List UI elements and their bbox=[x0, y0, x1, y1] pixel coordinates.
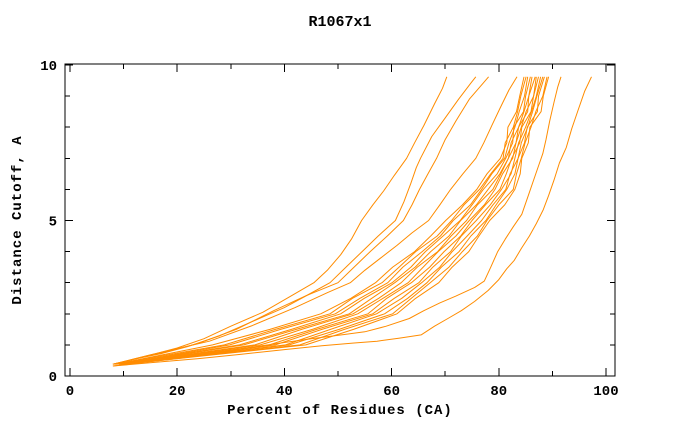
x-tick-label: 60 bbox=[383, 384, 400, 400]
data-curve bbox=[121, 76, 544, 365]
data-curve bbox=[119, 76, 529, 365]
data-curve bbox=[118, 76, 536, 365]
x-axis-label: Percent of Residues (CA) bbox=[227, 403, 453, 419]
data-curve bbox=[112, 76, 518, 365]
x-tick-label: 0 bbox=[66, 384, 74, 400]
y-tick-label: 10 bbox=[40, 59, 57, 75]
x-tick-label: 40 bbox=[276, 384, 293, 400]
data-curve bbox=[125, 76, 550, 365]
data-curve bbox=[115, 76, 525, 365]
data-curve bbox=[121, 76, 548, 365]
data-curve bbox=[112, 76, 448, 365]
data-curve bbox=[122, 76, 542, 365]
chart-title: R1067x1 bbox=[308, 14, 372, 31]
y-tick-label: 0 bbox=[49, 370, 57, 386]
data-curve bbox=[112, 76, 489, 365]
y-tick-label: 5 bbox=[49, 215, 57, 231]
y-axis-label: Distance Cutoff, A bbox=[10, 135, 26, 305]
data-curve bbox=[123, 76, 545, 365]
x-tick-label: 100 bbox=[593, 384, 618, 400]
data-curve bbox=[114, 76, 527, 365]
data-curve bbox=[119, 76, 539, 365]
data-curve bbox=[119, 76, 533, 365]
data-curve bbox=[112, 76, 477, 365]
x-tick-label: 20 bbox=[169, 384, 186, 400]
x-tick-label: 80 bbox=[490, 384, 507, 400]
data-curve bbox=[112, 76, 562, 367]
data-curve bbox=[112, 76, 592, 367]
